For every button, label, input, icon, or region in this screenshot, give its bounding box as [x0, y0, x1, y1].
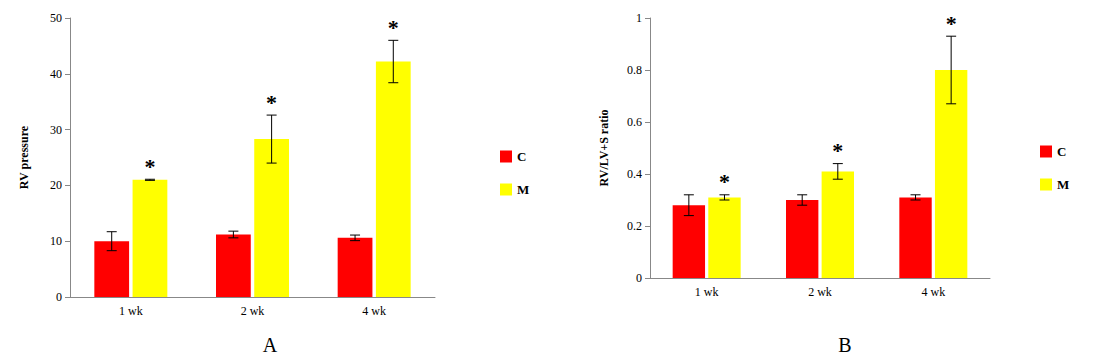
svg-text:0: 0 — [56, 290, 62, 304]
svg-text:30: 30 — [50, 123, 62, 137]
svg-text:0.2: 0.2 — [627, 219, 642, 233]
svg-text:1 wk: 1 wk — [695, 285, 719, 299]
svg-text:C: C — [517, 149, 526, 164]
svg-text:0.6: 0.6 — [627, 115, 642, 129]
svg-text:*: * — [144, 154, 155, 179]
svg-text:50: 50 — [50, 11, 62, 25]
svg-text:0.4: 0.4 — [627, 167, 642, 181]
svg-text:1: 1 — [636, 11, 642, 25]
svg-text:4 wk: 4 wk — [921, 285, 945, 299]
svg-text:2 wk: 2 wk — [808, 285, 832, 299]
svg-text:*: * — [719, 169, 730, 194]
svg-text:RV/LV+S ratio: RV/LV+S ratio — [597, 110, 611, 187]
svg-text:A: A — [263, 334, 278, 356]
svg-text:RV pressure: RV pressure — [17, 125, 31, 189]
svg-text:40: 40 — [50, 67, 62, 81]
svg-text:*: * — [832, 138, 843, 163]
svg-text:M: M — [517, 182, 529, 197]
svg-text:1 wk: 1 wk — [119, 304, 143, 318]
svg-text:*: * — [388, 15, 399, 40]
svg-text:B: B — [838, 334, 851, 356]
svg-text:0: 0 — [636, 271, 642, 285]
svg-text:*: * — [266, 90, 277, 115]
svg-text:20: 20 — [50, 178, 62, 192]
svg-text:10: 10 — [50, 234, 62, 248]
svg-text:M: M — [1057, 177, 1069, 192]
svg-text:*: * — [946, 11, 957, 36]
svg-text:C: C — [1057, 144, 1066, 159]
svg-text:0.8: 0.8 — [627, 63, 642, 77]
svg-text:2 wk: 2 wk — [241, 304, 265, 318]
svg-text:4 wk: 4 wk — [362, 304, 386, 318]
